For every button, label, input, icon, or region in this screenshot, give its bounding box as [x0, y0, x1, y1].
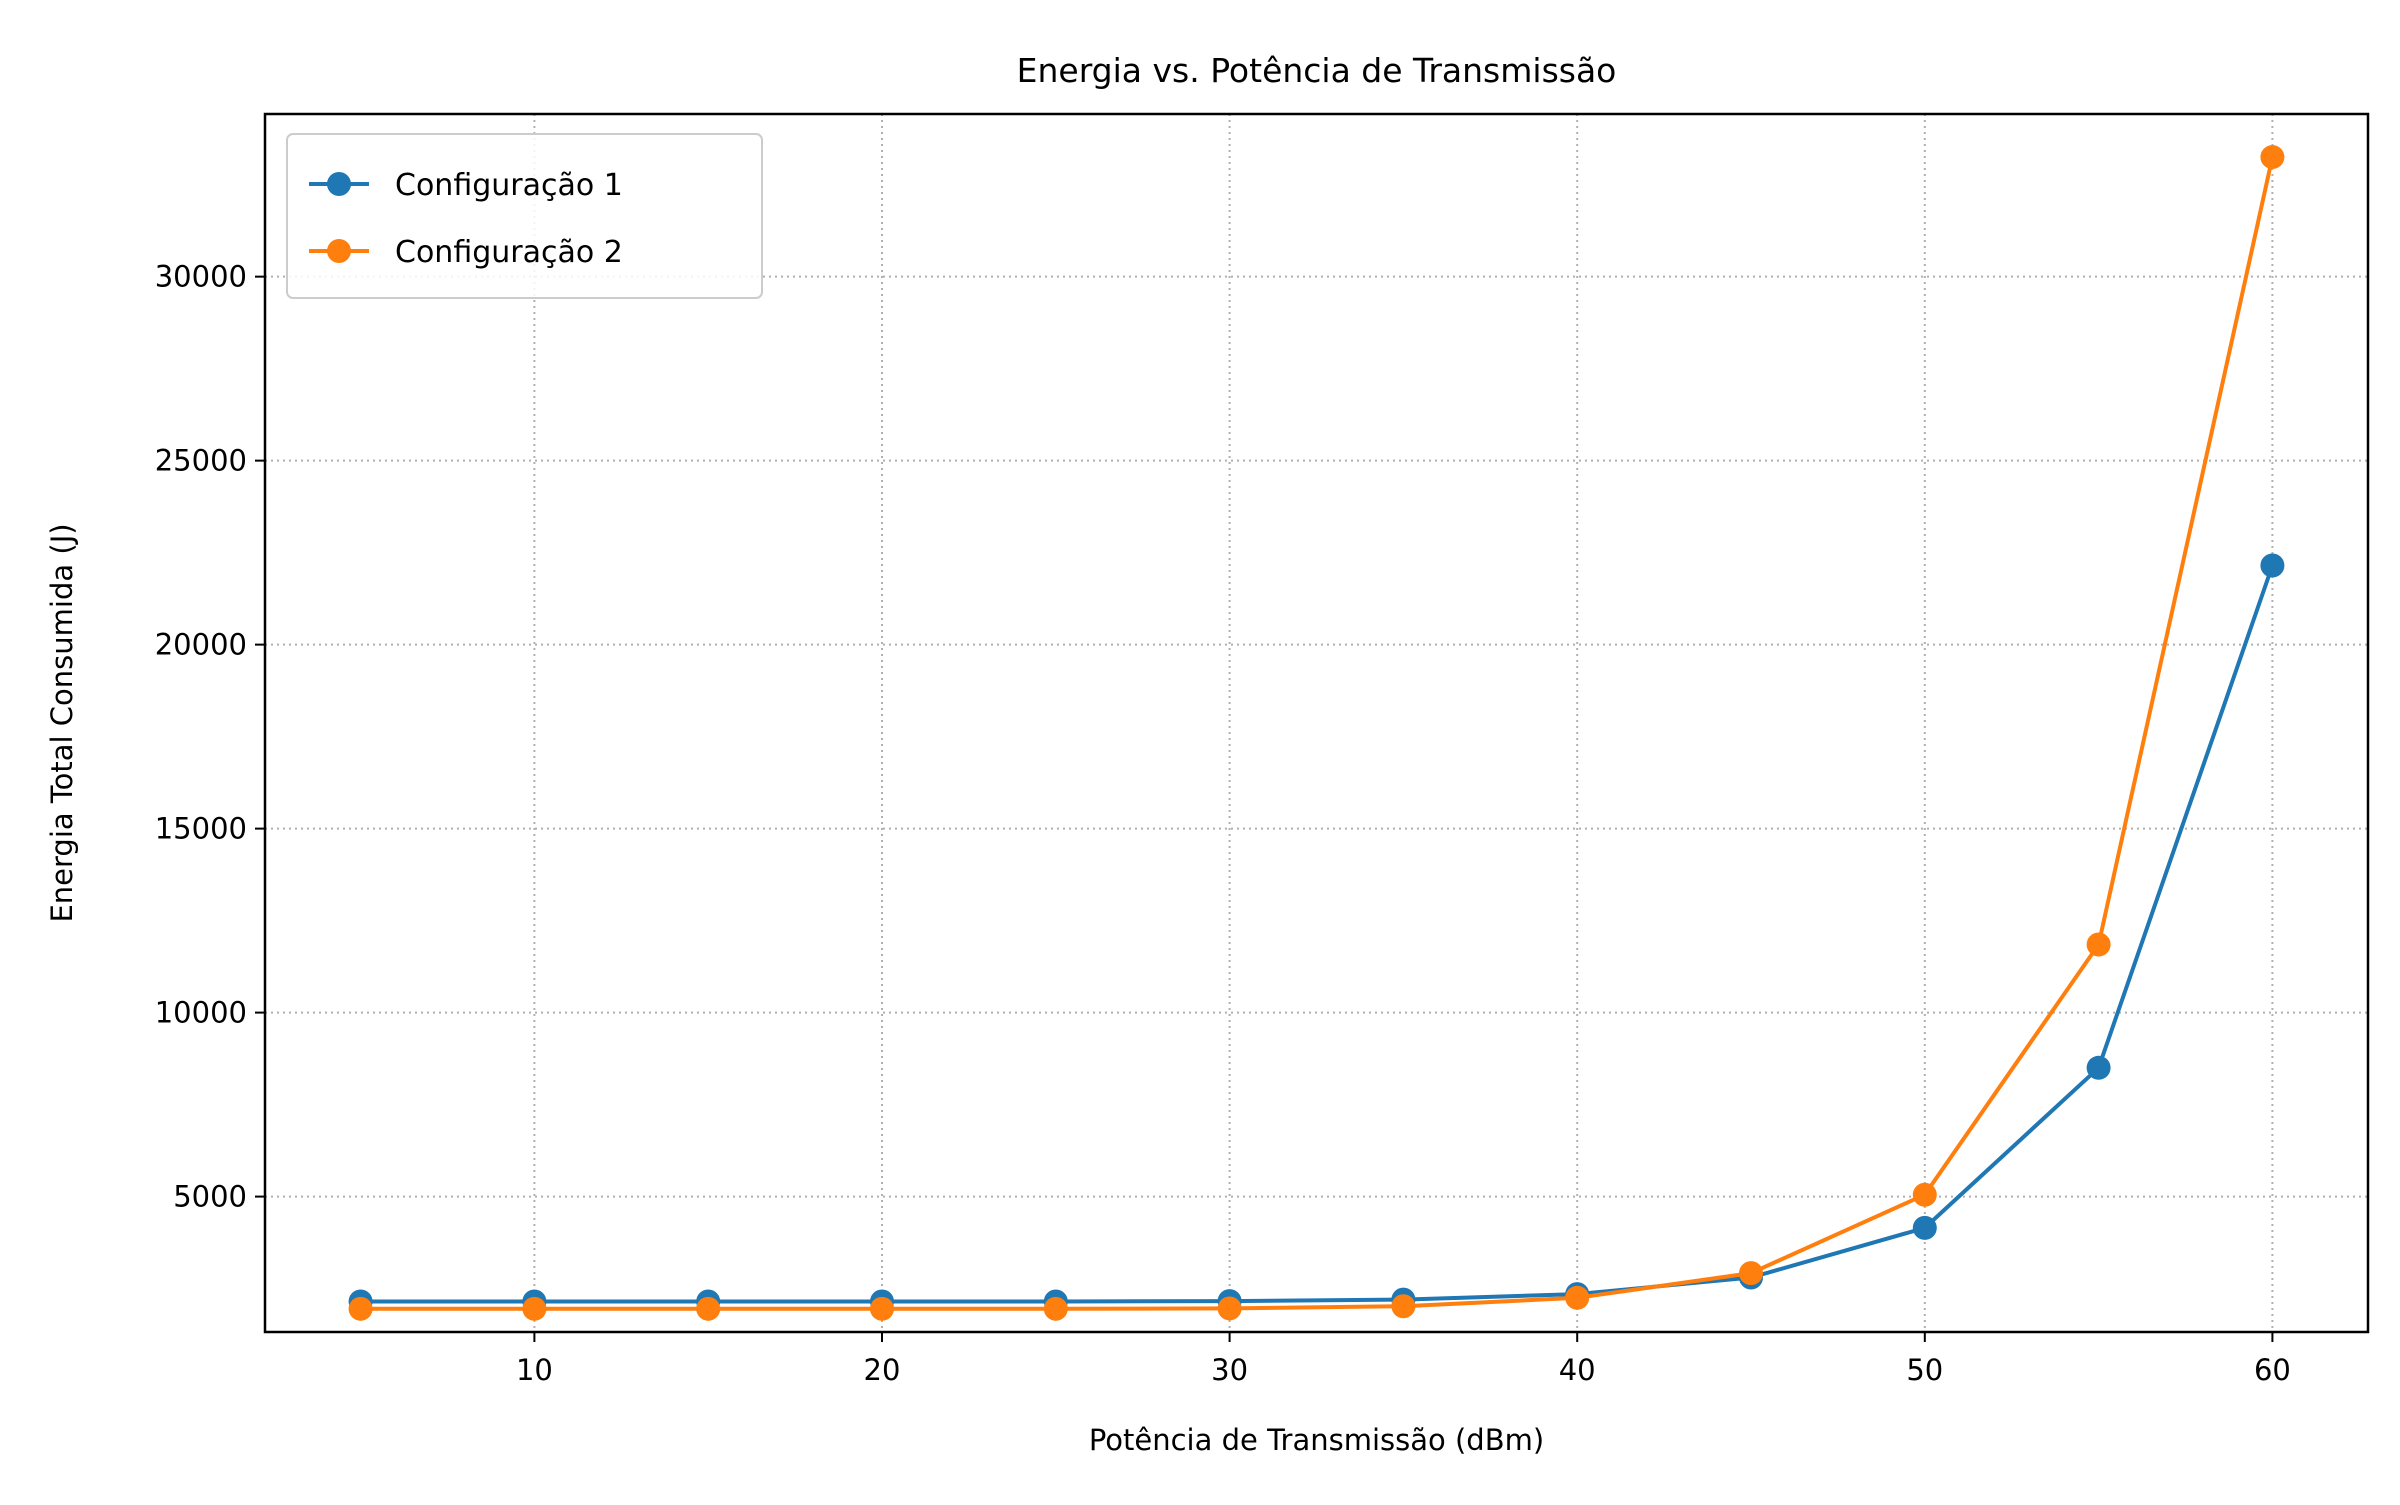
data-point: [1391, 1294, 1416, 1319]
legend-box: [286, 133, 763, 299]
data-point: [1912, 1215, 1937, 1240]
x-tick-label: 40: [1559, 1353, 1596, 1387]
y-tick-label: 20000: [155, 628, 247, 662]
series-layer: [348, 145, 2285, 1321]
chart-title: Energia vs. Potência de Transmissão: [1017, 51, 1617, 90]
x-tick-label: 60: [2254, 1353, 2291, 1387]
data-point: [522, 1296, 547, 1321]
x-tick-label: 20: [864, 1353, 901, 1387]
data-point: [1043, 1296, 1068, 1321]
data-point: [1912, 1182, 1937, 1207]
series-2: [348, 145, 2285, 1321]
plot-frame: [263, 112, 2370, 1334]
y-tick-label: 10000: [155, 996, 247, 1030]
y-axis-label: Energia Total Consumida (J): [45, 523, 79, 922]
data-point: [696, 1296, 721, 1321]
grid: [265, 114, 2368, 1332]
x-tick-label: 10: [516, 1353, 553, 1387]
series-line: [360, 564, 2275, 1304]
x-tick-label: 30: [1211, 1353, 1248, 1387]
legend-item: Configuração 2: [309, 235, 623, 270]
legend-label: Configuração 2: [395, 235, 623, 270]
x-tick-label: 50: [1906, 1353, 1943, 1387]
data-point: [2260, 145, 2285, 170]
y-tick-label: 15000: [155, 812, 247, 846]
data-point: [1217, 1296, 1242, 1321]
y-tick-label: 25000: [155, 444, 247, 478]
series-line: [360, 156, 2275, 1311]
data-point: [2086, 1055, 2111, 1080]
data-point: [2086, 932, 2111, 957]
legend-marker: [327, 239, 351, 263]
legend-marker: [327, 172, 351, 196]
data-point: [1739, 1261, 1764, 1286]
data-point: [869, 1296, 894, 1321]
legend: Configuração 1 Configuração 2: [286, 133, 763, 299]
data-point: [1565, 1285, 1590, 1310]
data-point: [2260, 553, 2285, 578]
x-axis-label: Potência de Transmissão (dBm): [1089, 1423, 1544, 1457]
y-tick-label: 5000: [173, 1180, 247, 1214]
y-tick-label: 30000: [155, 260, 247, 294]
axis-ticks: 10 20 30 40 50 60 5000 10000 15000 20000 25000 3000…: [155, 260, 2291, 1387]
data-point: [348, 1296, 373, 1321]
legend-item: Configuração 1: [309, 168, 623, 203]
legend-label: Configuração 1: [395, 168, 623, 203]
series-1: [348, 553, 2285, 1314]
